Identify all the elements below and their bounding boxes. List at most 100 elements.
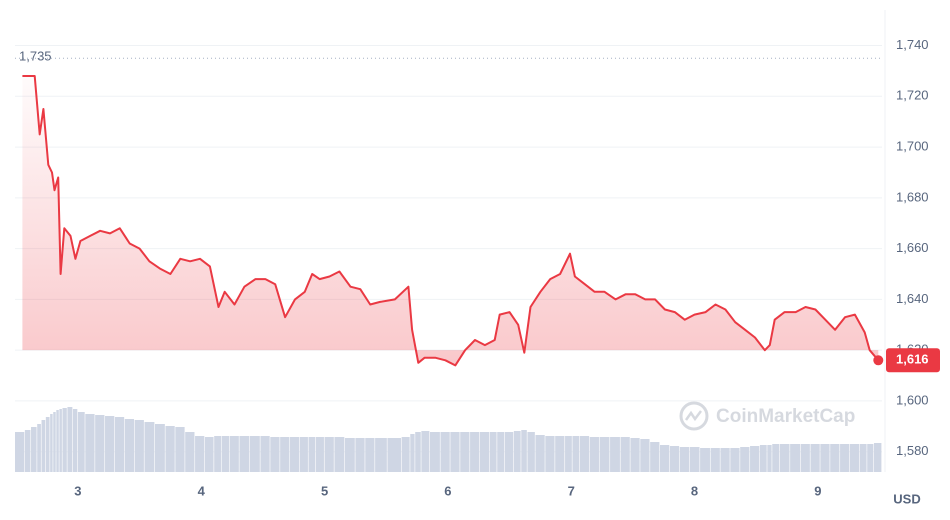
- volume-bar: [555, 436, 565, 472]
- volume-bar: [720, 448, 730, 472]
- y-tick-label: 1,580: [896, 443, 929, 458]
- y-tick-label: 1,600: [896, 392, 929, 407]
- volume-bar: [689, 447, 700, 472]
- x-tick-label: 5: [321, 483, 328, 498]
- volume-bar: [545, 436, 555, 472]
- volume-bar: [45, 417, 50, 472]
- volume-bar: [849, 444, 860, 472]
- volume-bar: [260, 436, 270, 472]
- volume-bar: [479, 432, 490, 472]
- volume-bar: [767, 445, 772, 472]
- volume-bar: [344, 438, 355, 472]
- volume-bar: [280, 437, 290, 472]
- volume-bar: [565, 436, 572, 472]
- volume-bar: [873, 443, 882, 472]
- volume-bar: [221, 436, 229, 472]
- volume-bar: [308, 437, 316, 472]
- x-tick-label: 3: [74, 483, 81, 498]
- volume-bar: [779, 444, 790, 472]
- volume-bar: [630, 438, 640, 472]
- volume-bar: [62, 408, 67, 472]
- volume-bar: [41, 420, 46, 472]
- volume-bar: [859, 444, 867, 472]
- volume-bar: [589, 437, 599, 472]
- volume-bar: [504, 432, 514, 472]
- volume-bar: [387, 438, 402, 472]
- volume-bar: [430, 432, 440, 472]
- x-tick-label: 7: [568, 483, 575, 498]
- volume-bar: [650, 442, 660, 472]
- volume-bar: [324, 437, 334, 472]
- volume-bar: [700, 448, 710, 472]
- volume-bar: [620, 437, 630, 472]
- volume-bar: [355, 438, 365, 472]
- plot: 1,5801,6001,6201,6401,6601,6801,7001,720…: [15, 10, 940, 498]
- price-line: [22, 75, 880, 367]
- volume-bar: [450, 432, 460, 472]
- volume-bar: [527, 432, 535, 472]
- x-tick-label: 9: [814, 483, 821, 498]
- y-tick-label: 1,720: [896, 88, 929, 103]
- volume-bar: [31, 427, 37, 472]
- last-dot: [873, 355, 884, 366]
- volume-bar: [669, 446, 680, 472]
- volume-bar: [59, 409, 62, 472]
- volume-bar: [610, 437, 620, 472]
- volume-bar: [513, 431, 521, 472]
- y-tick-label: 1,740: [896, 37, 929, 52]
- volume-bar: [50, 414, 53, 472]
- volume-bar: [579, 436, 590, 472]
- volume-bar: [679, 447, 690, 472]
- volume-bar: [640, 439, 650, 472]
- volume-bar: [800, 444, 810, 472]
- volume-bar: [185, 432, 195, 472]
- volume-bar: [195, 436, 205, 472]
- volume-bar: [810, 444, 820, 472]
- volume-bar: [77, 412, 85, 472]
- volume-bar: [415, 432, 421, 472]
- volume-bar: [165, 426, 175, 472]
- x-tick-label: 8: [691, 483, 698, 498]
- volume-bar: [535, 435, 545, 472]
- volume-bar: [56, 410, 59, 472]
- volume-bar: [144, 422, 155, 472]
- last-label: 1,616: [896, 352, 929, 367]
- volume-bar: [270, 437, 280, 472]
- volume-bar: [95, 415, 105, 472]
- volume-bar: [290, 437, 300, 472]
- volume-bar: [24, 430, 31, 472]
- volume-bar: [710, 448, 720, 472]
- volume-bar: [124, 419, 135, 472]
- y-tick-label: 1,640: [896, 291, 929, 306]
- volume-bar: [440, 432, 450, 472]
- volume-bar: [134, 420, 144, 472]
- volume-bar: [72, 409, 78, 472]
- volume-bar: [114, 417, 125, 472]
- volume-bar: [830, 444, 840, 472]
- volume-bar: [572, 436, 580, 472]
- volume-bar: [239, 436, 250, 472]
- volume-bar: [365, 438, 375, 472]
- volume-bar: [421, 431, 430, 472]
- watermark: CoinMarketCap: [679, 401, 855, 431]
- volume-bar: [85, 414, 95, 472]
- volume-bar: [15, 432, 25, 472]
- volume-bar: [53, 412, 56, 472]
- volume-bar: [521, 430, 527, 472]
- volume-bar: [229, 436, 239, 472]
- volume-bar: [204, 437, 214, 472]
- volume-bar: [37, 424, 41, 472]
- volume-bar: [497, 432, 505, 472]
- y-tick-label: 1,680: [896, 189, 929, 204]
- volume-bar: [299, 437, 308, 472]
- watermark-text: CoinMarketCap: [716, 406, 855, 427]
- volume-bar: [599, 437, 610, 472]
- volume-bar: [660, 445, 670, 472]
- volume-bar: [470, 432, 480, 472]
- volume-bar: [214, 436, 221, 472]
- x-tick-label: 6: [444, 483, 451, 498]
- price-area: [22, 76, 879, 366]
- volume-bar: [730, 448, 740, 472]
- volume-bar: [175, 427, 185, 472]
